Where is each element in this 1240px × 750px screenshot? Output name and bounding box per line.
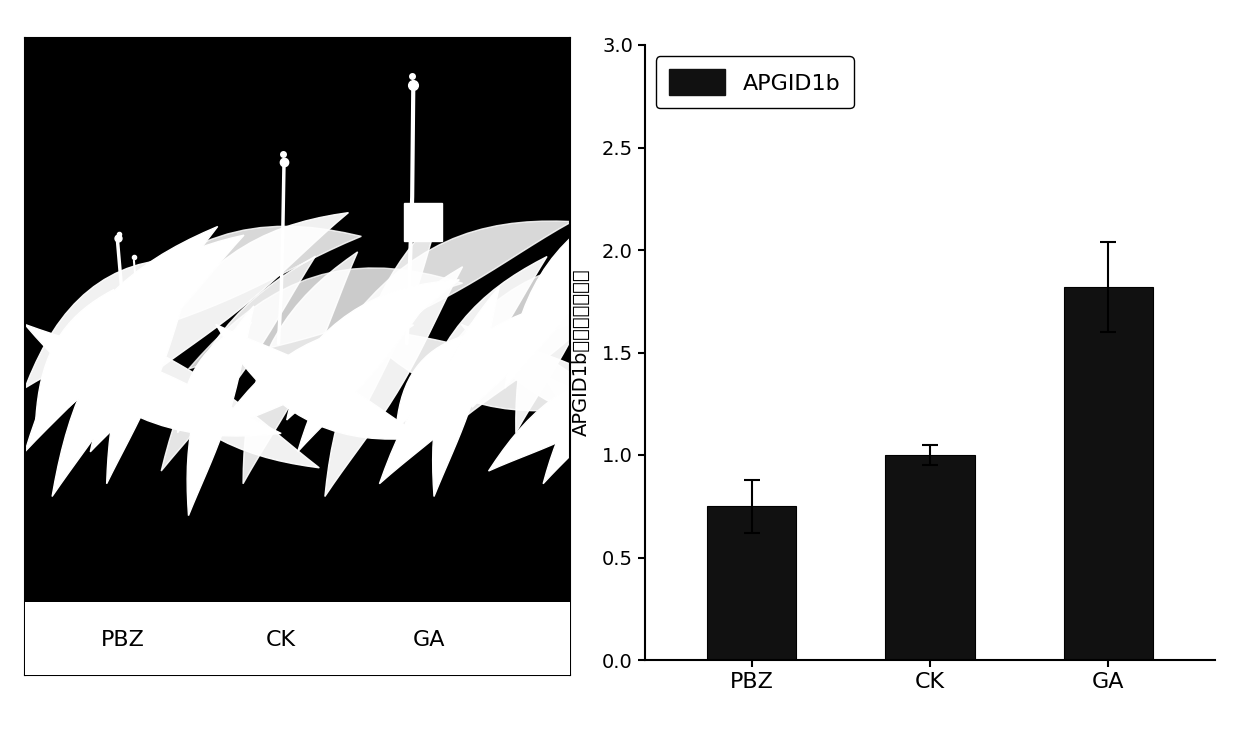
Polygon shape (396, 335, 466, 433)
Bar (707, 506, 796, 660)
Polygon shape (161, 256, 315, 471)
Polygon shape (527, 344, 714, 497)
Bar (404, 203, 443, 242)
Bar (1064, 287, 1153, 660)
Polygon shape (298, 280, 444, 452)
Polygon shape (25, 324, 281, 436)
Polygon shape (216, 324, 423, 439)
Polygon shape (489, 368, 677, 471)
Text: PBZ: PBZ (102, 630, 145, 650)
Polygon shape (516, 212, 625, 433)
Polygon shape (461, 324, 692, 425)
Polygon shape (107, 324, 319, 468)
Polygon shape (79, 226, 361, 356)
Polygon shape (543, 326, 678, 484)
Polygon shape (325, 221, 572, 356)
Polygon shape (216, 325, 414, 433)
Polygon shape (134, 212, 348, 388)
Legend: APGID1b: APGID1b (656, 56, 853, 109)
Polygon shape (187, 306, 254, 516)
Polygon shape (434, 262, 683, 369)
Polygon shape (68, 236, 244, 407)
Text: GA: GA (412, 630, 445, 650)
Polygon shape (505, 193, 645, 388)
Polygon shape (243, 252, 357, 484)
Polygon shape (52, 262, 193, 496)
Polygon shape (461, 266, 649, 420)
Polygon shape (188, 268, 463, 369)
Polygon shape (379, 299, 568, 484)
Polygon shape (325, 267, 463, 496)
Polygon shape (352, 324, 605, 411)
Polygon shape (286, 339, 356, 420)
Bar (25, 602, 570, 676)
Polygon shape (25, 226, 218, 452)
Polygon shape (270, 280, 459, 407)
Polygon shape (407, 256, 547, 452)
Polygon shape (36, 290, 114, 420)
Polygon shape (352, 213, 440, 433)
Text: CK: CK (267, 630, 296, 650)
Polygon shape (25, 259, 213, 388)
Polygon shape (177, 322, 252, 433)
Polygon shape (472, 308, 557, 407)
Polygon shape (91, 357, 164, 452)
Bar (885, 455, 975, 660)
Polygon shape (433, 286, 500, 496)
Polygon shape (107, 264, 195, 484)
Y-axis label: APGID1b基因相对表达量: APGID1b基因相对表达量 (572, 268, 590, 436)
